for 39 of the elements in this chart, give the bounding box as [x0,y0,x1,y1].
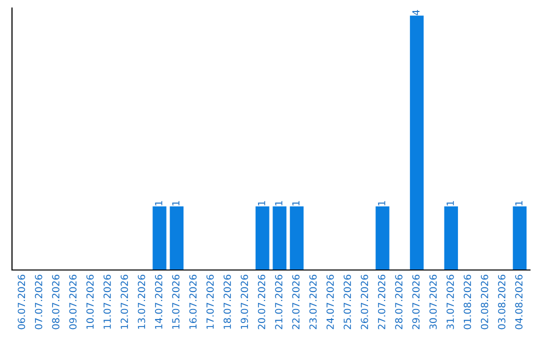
x-tick-label: 13.07.2026 [138,274,146,329]
x-tick-label: 15.07.2026 [172,274,180,329]
x-tick-label: 20.07.2026 [258,274,266,330]
data-label: 4 [412,10,420,16]
data-label: 1 [378,201,386,206]
x-tick-label: 27.07.2026 [378,274,386,330]
x-tick-label: 16.07.2026 [189,274,197,329]
x-tick-label: 10.07.2026 [86,274,94,329]
data-label: 1 [292,201,300,206]
x-tick-label: 31.07.2026 [446,274,454,330]
x-tick-label: 21.07.2026 [275,274,282,330]
x-tick-label: 23.07.2026 [309,274,317,330]
x-tick-label: 08.07.2026 [52,274,60,330]
x-tick-label: 09.07.2026 [69,274,77,330]
x-tick-label: 19.07.2026 [240,274,248,329]
x-tick-label: 30.07.2026 [429,274,437,330]
data-label: 1 [275,201,282,206]
x-tick-label: 18.07.2026 [224,274,231,329]
x-tick-label: 26.07.2026 [360,274,368,330]
x-tick-label: 29.07.2026 [412,274,420,330]
data-label: 1 [446,201,454,206]
x-tick-label: 12.07.2026 [120,274,128,329]
x-tick-label: 03.08.2026 [498,274,506,330]
x-tick-label: 17.07.2026 [206,274,214,329]
data-label: 1 [258,201,266,206]
x-tick-label: 01.08.2026 [464,274,472,330]
data-label: 1 [155,201,162,206]
data-label: 1 [515,201,522,206]
x-tick-label: 06.07.2026 [18,274,26,330]
data-label: 1 [172,201,180,206]
x-tick-label: 04.08.2026 [515,274,523,330]
x-tick-label: 25.07.2026 [344,274,352,330]
x-tick-label: 02.08.2026 [480,274,488,330]
x-tick-label: 24.07.2026 [326,274,334,330]
x-tick-label: 14.07.2026 [154,274,162,329]
x-tick-label: 07.07.2026 [34,274,42,330]
x-tick-label: 22.07.2026 [292,274,300,330]
x-tick-label: 28.07.2026 [395,274,402,330]
x-tick-label: 11.07.2026 [104,274,111,329]
